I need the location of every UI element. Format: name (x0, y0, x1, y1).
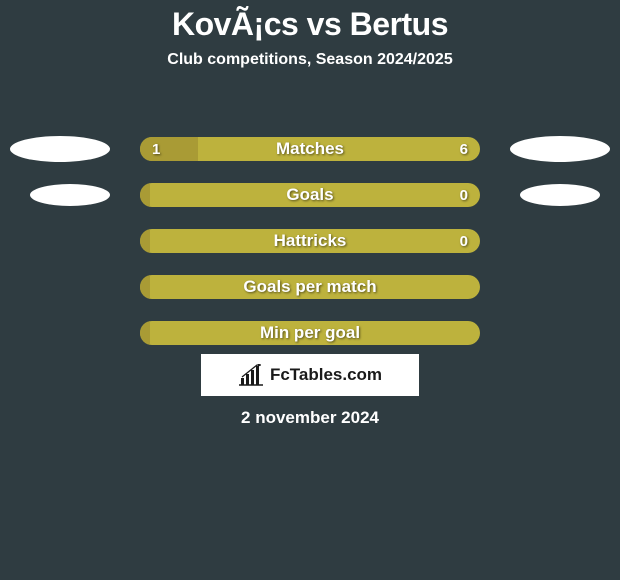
date-label: 2 november 2024 (0, 408, 620, 428)
stat-row: Min per goal (0, 310, 620, 356)
stat-label: Goals (140, 183, 480, 207)
logo-box: FcTables.com (201, 354, 419, 396)
stat-right-value: 0 (460, 229, 468, 253)
stat-bar-left-fill (140, 183, 150, 207)
stat-bar-left-fill (140, 321, 150, 345)
comparison-card: KovÃ¡cs vs Bertus Club competitions, Sea… (0, 0, 620, 580)
stat-bar: Matches16 (140, 137, 480, 161)
stat-bar: Min per goal (140, 321, 480, 345)
stat-bar: Goals per match (140, 275, 480, 299)
left-ellipse-icon (30, 184, 110, 206)
stat-bar: Goals0 (140, 183, 480, 207)
page-title: KovÃ¡cs vs Bertus (0, 0, 620, 43)
stat-label: Min per goal (140, 321, 480, 345)
page-subtitle: Club competitions, Season 2024/2025 (0, 51, 620, 69)
stat-row: Goals0 (0, 172, 620, 218)
stat-bar-left-fill (140, 137, 198, 161)
right-ellipse-icon (510, 136, 610, 162)
right-ellipse-icon (520, 184, 600, 206)
stat-row: Matches16 (0, 126, 620, 172)
stat-label: Hattricks (140, 229, 480, 253)
left-ellipse-icon (10, 136, 110, 162)
logo-text: FcTables.com (270, 365, 382, 385)
stat-right-value: 6 (460, 137, 468, 161)
stats-block: Matches16Goals0Hattricks0Goals per match… (0, 126, 620, 356)
stat-bar-left-fill (140, 229, 150, 253)
stat-label: Goals per match (140, 275, 480, 299)
stat-row: Hattricks0 (0, 218, 620, 264)
stat-bar: Hattricks0 (140, 229, 480, 253)
stat-row: Goals per match (0, 264, 620, 310)
stat-bar-left-fill (140, 275, 150, 299)
bars-icon (238, 364, 264, 386)
stat-right-value: 0 (460, 183, 468, 207)
